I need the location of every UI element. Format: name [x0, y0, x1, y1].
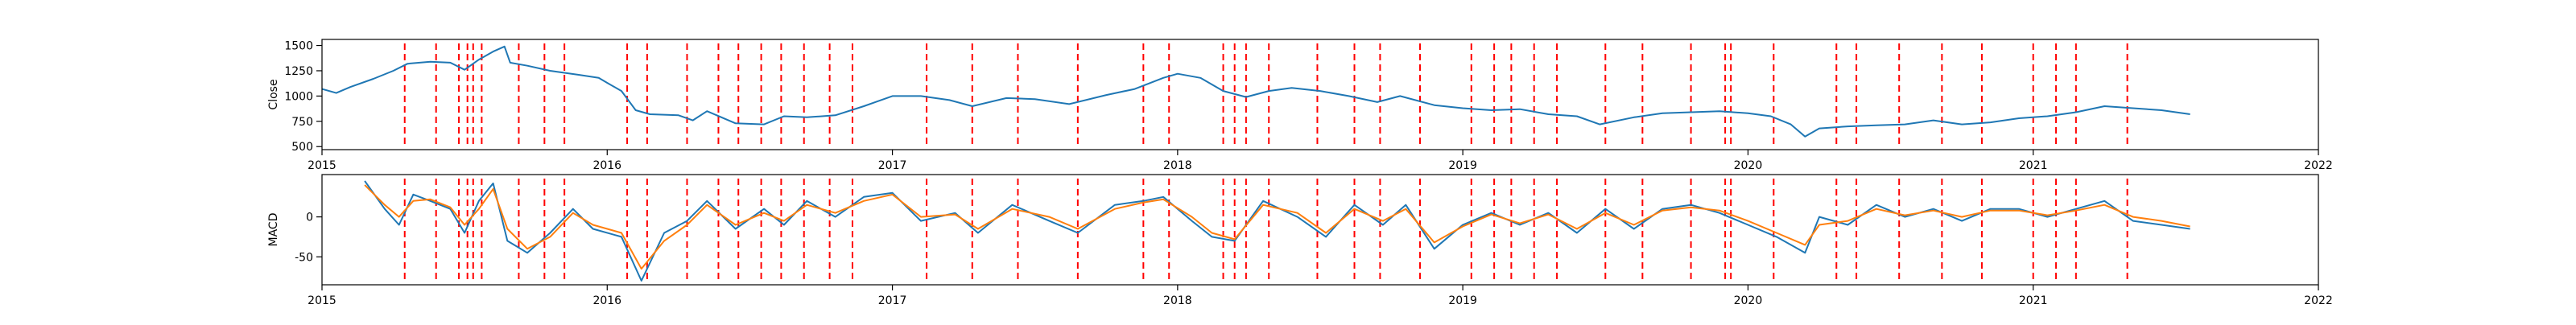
- x-tick-label: 2019: [1448, 159, 1477, 172]
- x-tick-label: 2021: [2019, 159, 2048, 172]
- x-tick-label: 2019: [1448, 294, 1477, 307]
- signal-lines: [403, 43, 2128, 146]
- macd-panel: 2015 2016 2017 2018 2019 2020 2021 2022 -50 0 MACD: [267, 174, 2333, 307]
- x-tick-label: 2017: [878, 159, 907, 172]
- series-group: [322, 45, 2190, 138]
- y-tick-label: 0: [306, 212, 313, 224]
- x-tick-label: 2018: [1163, 294, 1192, 307]
- series-group: [364, 180, 2190, 282]
- x-tick-label: 2022: [2304, 159, 2333, 172]
- x-tick-label: 2020: [1734, 294, 1763, 307]
- y-tick-label: 500: [291, 141, 313, 154]
- y-tick-label: 750: [291, 116, 313, 129]
- x-tick-label: 2021: [2019, 294, 2048, 307]
- x-tick-label: 2016: [592, 159, 621, 172]
- x-tick-label: 2018: [1163, 159, 1192, 172]
- y-axis-label: Close: [267, 79, 280, 109]
- x-tick-label: 2016: [592, 294, 621, 307]
- y-tick-label: 1500: [284, 40, 313, 53]
- series-line-0: [322, 45, 2190, 138]
- series-line-1: [364, 184, 2190, 270]
- y-tick-label: 1000: [284, 90, 313, 103]
- signal-lines: [403, 179, 2128, 281]
- plot-frame: [321, 39, 2319, 150]
- close-price-panel: 2015 2016 2017 2018 2019 2020 2021 2022 500 750 10…: [267, 39, 2333, 172]
- x-tick-label: 2017: [878, 294, 907, 307]
- x-tick-label: 2015: [308, 294, 336, 307]
- x-tick-label: 2022: [2304, 294, 2333, 307]
- x-tick-label: 2015: [308, 159, 336, 172]
- series-line-0: [364, 180, 2190, 282]
- x-tick-label: 2020: [1734, 159, 1763, 172]
- y-tick-label: 1250: [284, 65, 313, 78]
- y-axis-label: MACD: [267, 213, 280, 247]
- plot-frame: [321, 174, 2319, 286]
- y-tick-label: -50: [295, 251, 313, 264]
